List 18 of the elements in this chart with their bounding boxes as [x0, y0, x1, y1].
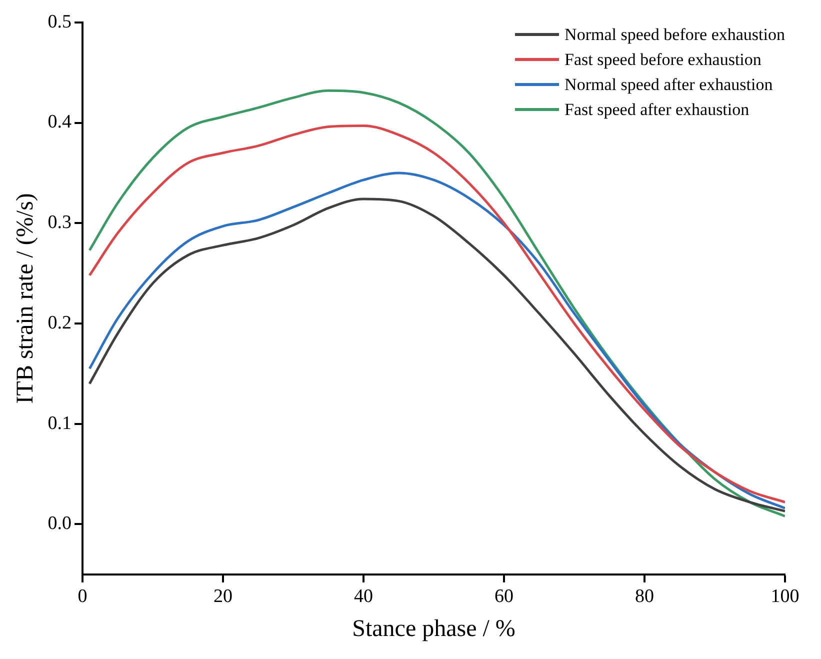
y-tick-label: 0.0 — [48, 513, 72, 534]
y-tick-label: 0.4 — [48, 112, 72, 133]
y-tick-label: 0.5 — [48, 11, 72, 32]
x-tick-label: 0 — [78, 586, 88, 607]
y-tick-label: 0.1 — [48, 412, 72, 434]
legend-label: Normal speed before exhaustion — [564, 24, 785, 46]
y-tick-label: 0.3 — [48, 212, 72, 234]
y-tick-label: 0.2 — [48, 312, 72, 334]
legend-label: Fast speed after exhaustion — [564, 99, 750, 121]
legend-label: Fast speed before exhaustion — [564, 49, 762, 71]
y-axis-title: ITB strain rate / (%/s) — [12, 193, 39, 404]
x-axis-title: Stance phase / % — [352, 616, 516, 642]
x-tick-label: 40 — [354, 586, 374, 607]
x-tick-label: 60 — [494, 586, 514, 607]
x-tick-label: 100 — [770, 586, 800, 607]
x-tick-label: 20 — [214, 586, 233, 607]
legend-label: Normal speed after exhaustion — [564, 74, 773, 96]
x-tick-label: 80 — [635, 586, 654, 607]
